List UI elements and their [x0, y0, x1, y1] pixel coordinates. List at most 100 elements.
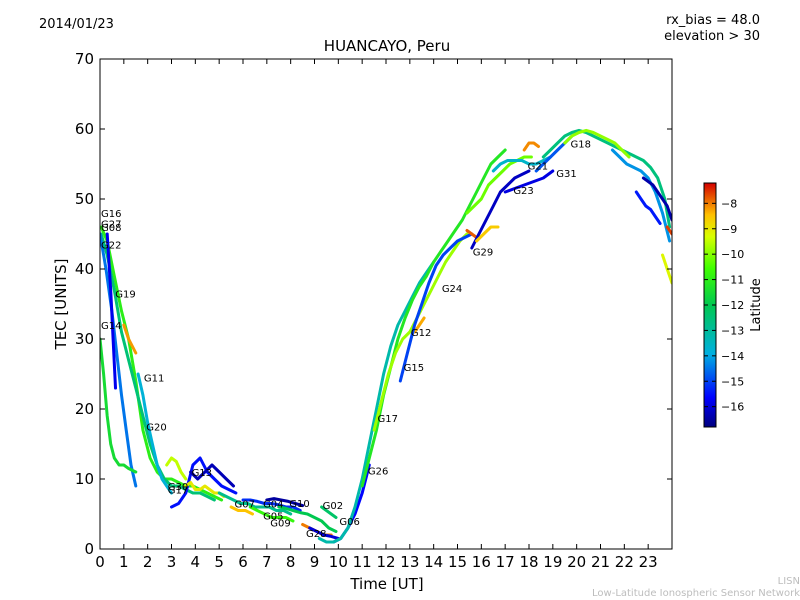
- satellite-label-g06: G06: [339, 517, 359, 528]
- series-layer: [100, 128, 672, 544]
- colorbar-tick-label: −13: [721, 324, 744, 337]
- satellite-label-g09: G09: [270, 518, 290, 529]
- x-tick-label: 4: [191, 553, 201, 571]
- tec-trace-23: [360, 148, 507, 488]
- x-tick-label: 12: [376, 553, 395, 571]
- colorbar-ticks: −8 −9 −10 −11 −12 −13 −14 −15 −16: [704, 197, 744, 414]
- satellite-label-g16: G16: [101, 209, 121, 220]
- x-tick-label: 19: [543, 553, 562, 571]
- x-tick-label: 3: [167, 553, 177, 571]
- y-tick-label: 40: [75, 260, 94, 278]
- satellite-label-g28: G28: [306, 529, 326, 540]
- tec-trace-41: [665, 225, 672, 236]
- tec-trace-17: [277, 505, 338, 533]
- tec-trace-10: [189, 463, 235, 488]
- tec-trace-28: [470, 169, 531, 250]
- tec-trace-8: [165, 456, 188, 481]
- colorbar-tick-label: −12: [721, 299, 744, 312]
- tec-trace-6: [122, 323, 138, 355]
- tec-trace-27: [465, 229, 479, 239]
- tec-trace-37: [610, 148, 672, 243]
- satellite-label-g14: G14: [101, 321, 121, 332]
- y-tick-label: 30: [75, 330, 94, 348]
- x-tick-label: 14: [424, 553, 443, 571]
- satellite-label-g08: G08: [101, 223, 121, 234]
- x-tick-label: 22: [615, 553, 634, 571]
- colorbar-tick-label: −9: [721, 223, 737, 236]
- tec-trace-25: [413, 316, 426, 334]
- satellite-label-g02: G02: [323, 501, 343, 512]
- satellite-label-g12: G12: [411, 328, 431, 339]
- y-tick-label: 0: [84, 540, 94, 558]
- tec-trace-11: [184, 481, 226, 498]
- x-tick-label: 6: [238, 553, 248, 571]
- satellite-label-g18: G18: [571, 140, 591, 151]
- x-tick-label: 9: [310, 553, 320, 571]
- x-tick-label: 13: [400, 553, 419, 571]
- x-tick-label: 15: [448, 553, 467, 571]
- satellite-label-g27: G27: [101, 220, 121, 231]
- tec-trace-19: [308, 526, 340, 540]
- satellite-label-g05: G05: [263, 511, 283, 522]
- tec-trace-7: [136, 372, 173, 495]
- tec-trace-13: [229, 505, 254, 516]
- tec-trace-12: [217, 491, 293, 516]
- x-tick-label: 18: [519, 553, 538, 571]
- footer-org-short: LISN: [777, 576, 800, 587]
- tec-trace-32: [503, 169, 555, 194]
- rx-bias-label: rx_bias = 48.0: [666, 13, 760, 28]
- tec-trace-16: [265, 497, 305, 508]
- y-tick-label: 20: [75, 400, 94, 418]
- tec-trace-38: [641, 176, 672, 222]
- tec-trace-20: [320, 505, 338, 519]
- satellite-label-g30: G30: [168, 482, 188, 493]
- satellite-label-g17: G17: [377, 414, 397, 425]
- satellite-label-g15: G15: [404, 363, 424, 374]
- y-tick-label: 50: [75, 190, 94, 208]
- satellite-label-g21: G21: [528, 161, 548, 172]
- x-axis-label: Time [UT]: [349, 575, 423, 593]
- x-tick-label: 16: [472, 553, 491, 571]
- tec-trace-22: [317, 260, 436, 544]
- elevation-label: elevation > 30: [664, 29, 760, 44]
- tec-trace-4: [100, 337, 138, 474]
- tec-trace-14: [248, 505, 295, 523]
- satellite-label-g07: G07: [234, 500, 254, 511]
- satellite-label-g11: G11: [144, 374, 164, 385]
- tec-trace-36: [563, 128, 631, 159]
- satellite-label-g20: G20: [146, 423, 166, 434]
- x-tick-label: 17: [496, 553, 515, 571]
- chart-title: HUANCAYO, Peru: [323, 37, 451, 55]
- tec-trace-3: [100, 232, 138, 488]
- x-tick-label: 21: [591, 553, 610, 571]
- satellite-label-g31: G31: [556, 169, 576, 180]
- satellite-label-g17: G17: [168, 486, 188, 497]
- colorbar-tick-label: −10: [721, 248, 744, 261]
- tec-trace-29: [475, 225, 500, 243]
- x-tick-label: 0: [95, 553, 105, 571]
- satellite-label-g22: G22: [101, 241, 121, 252]
- date-label: 2014/01/23: [39, 17, 114, 32]
- satellite-label-g19: G19: [115, 290, 135, 301]
- tec-trace-30: [465, 155, 533, 215]
- tec-trace-15: [241, 498, 302, 512]
- tec-trace-31: [491, 155, 552, 173]
- satellite-label-g26: G26: [368, 467, 388, 478]
- axis-layer: 0 1 2 3 4 5 6 7 8 9 10 11 12 13 14 15 16 17 18 19 20 21 22 2301…: [75, 50, 672, 571]
- satellite-label-g13: G13: [192, 468, 212, 479]
- satellite-label-g23: G23: [513, 186, 533, 197]
- satellite-label-g10: G10: [289, 499, 309, 510]
- tec-trace-34: [541, 128, 672, 229]
- x-tick-label: 1: [119, 553, 129, 571]
- x-tick-label: 10: [329, 553, 348, 571]
- colorbar-tick-label: −15: [721, 375, 744, 388]
- x-tick-label: 20: [567, 553, 586, 571]
- tec-trace-35: [522, 141, 540, 152]
- tec-trace-26: [398, 232, 474, 383]
- x-tick-label: 23: [639, 553, 658, 571]
- colorbar-tick-label: −14: [721, 350, 744, 363]
- x-tick-label: 7: [262, 553, 272, 571]
- x-tick-label: 11: [353, 553, 372, 571]
